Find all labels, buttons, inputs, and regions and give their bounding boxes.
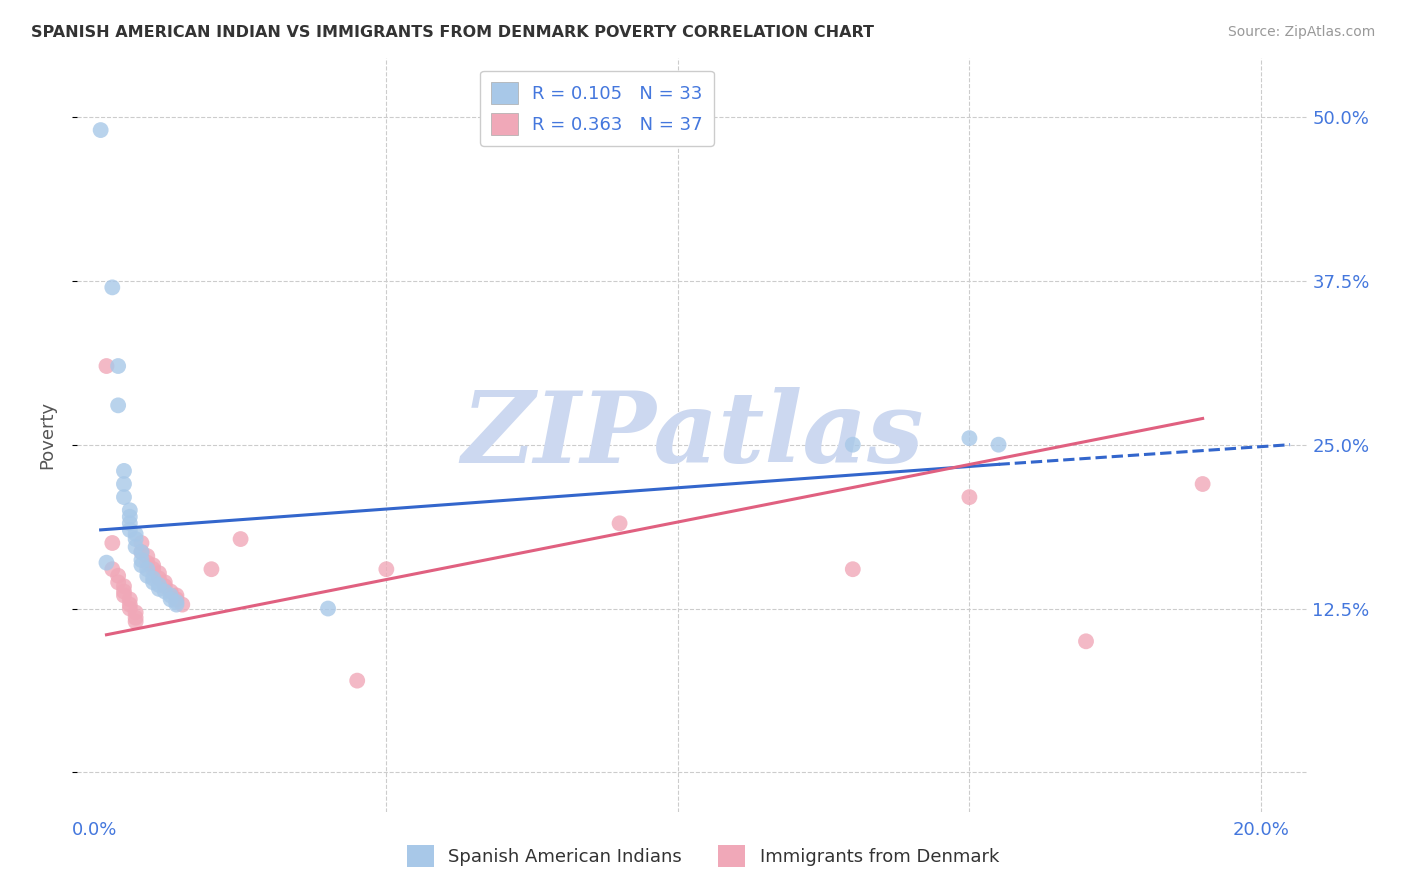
Point bbox=[118, 509, 141, 524]
Point bbox=[153, 575, 176, 590]
Point bbox=[118, 516, 141, 531]
Point bbox=[165, 589, 187, 603]
Point bbox=[124, 615, 146, 629]
Point bbox=[136, 568, 159, 582]
Point bbox=[124, 540, 146, 554]
Text: SPANISH AMERICAN INDIAN VS IMMIGRANTS FROM DENMARK POVERTY CORRELATION CHART: SPANISH AMERICAN INDIAN VS IMMIGRANTS FR… bbox=[31, 25, 875, 40]
Point bbox=[118, 592, 141, 607]
Point bbox=[124, 606, 146, 620]
Point bbox=[112, 589, 135, 603]
Point bbox=[136, 562, 159, 576]
Point bbox=[112, 477, 135, 491]
Text: ZIPatlas: ZIPatlas bbox=[461, 386, 924, 483]
Point bbox=[200, 562, 222, 576]
Point bbox=[112, 579, 135, 593]
Point bbox=[118, 503, 141, 517]
Point bbox=[118, 601, 141, 615]
Point bbox=[172, 598, 194, 612]
Point bbox=[153, 584, 176, 599]
Point bbox=[107, 359, 129, 373]
Point bbox=[136, 549, 159, 563]
Legend: Spanish American Indians, Immigrants from Denmark: Spanish American Indians, Immigrants fro… bbox=[399, 838, 1007, 874]
Point bbox=[112, 464, 135, 478]
Point bbox=[142, 562, 165, 576]
Point bbox=[142, 571, 165, 585]
Point bbox=[96, 359, 118, 373]
Point bbox=[229, 532, 252, 546]
Point bbox=[101, 536, 124, 550]
Point bbox=[957, 431, 980, 445]
Point bbox=[159, 592, 181, 607]
Point bbox=[153, 579, 176, 593]
Point bbox=[107, 568, 129, 582]
Point bbox=[375, 562, 398, 576]
Point bbox=[136, 556, 159, 570]
Point bbox=[131, 545, 153, 559]
Point bbox=[131, 558, 153, 573]
Point bbox=[112, 584, 135, 599]
Point bbox=[101, 280, 124, 294]
Point bbox=[124, 611, 146, 625]
Point bbox=[987, 438, 1010, 452]
Point bbox=[165, 595, 187, 609]
Point bbox=[124, 532, 146, 546]
Point bbox=[1074, 634, 1097, 648]
Point bbox=[842, 438, 865, 452]
Point bbox=[107, 575, 129, 590]
Point bbox=[124, 526, 146, 541]
Point bbox=[142, 575, 165, 590]
Point bbox=[101, 562, 124, 576]
Point bbox=[148, 582, 170, 596]
Point bbox=[118, 598, 141, 612]
Point bbox=[131, 545, 153, 559]
Point bbox=[107, 398, 129, 412]
Legend: R = 0.105   N = 33, R = 0.363   N = 37: R = 0.105 N = 33, R = 0.363 N = 37 bbox=[479, 70, 714, 145]
Point bbox=[159, 589, 181, 603]
Point bbox=[131, 536, 153, 550]
Y-axis label: Poverty: Poverty bbox=[38, 401, 56, 469]
Point bbox=[957, 490, 980, 504]
Point bbox=[118, 523, 141, 537]
Point bbox=[165, 592, 187, 607]
Point bbox=[142, 558, 165, 573]
Point bbox=[1191, 477, 1213, 491]
Point bbox=[159, 584, 181, 599]
Point bbox=[609, 516, 631, 531]
Point bbox=[316, 601, 339, 615]
Text: Source: ZipAtlas.com: Source: ZipAtlas.com bbox=[1227, 25, 1375, 39]
Point bbox=[148, 571, 170, 585]
Point bbox=[842, 562, 865, 576]
Point bbox=[112, 490, 135, 504]
Point bbox=[165, 598, 187, 612]
Point bbox=[96, 556, 118, 570]
Point bbox=[346, 673, 368, 688]
Point bbox=[131, 553, 153, 567]
Point bbox=[148, 566, 170, 581]
Point bbox=[90, 123, 112, 137]
Point bbox=[148, 578, 170, 592]
